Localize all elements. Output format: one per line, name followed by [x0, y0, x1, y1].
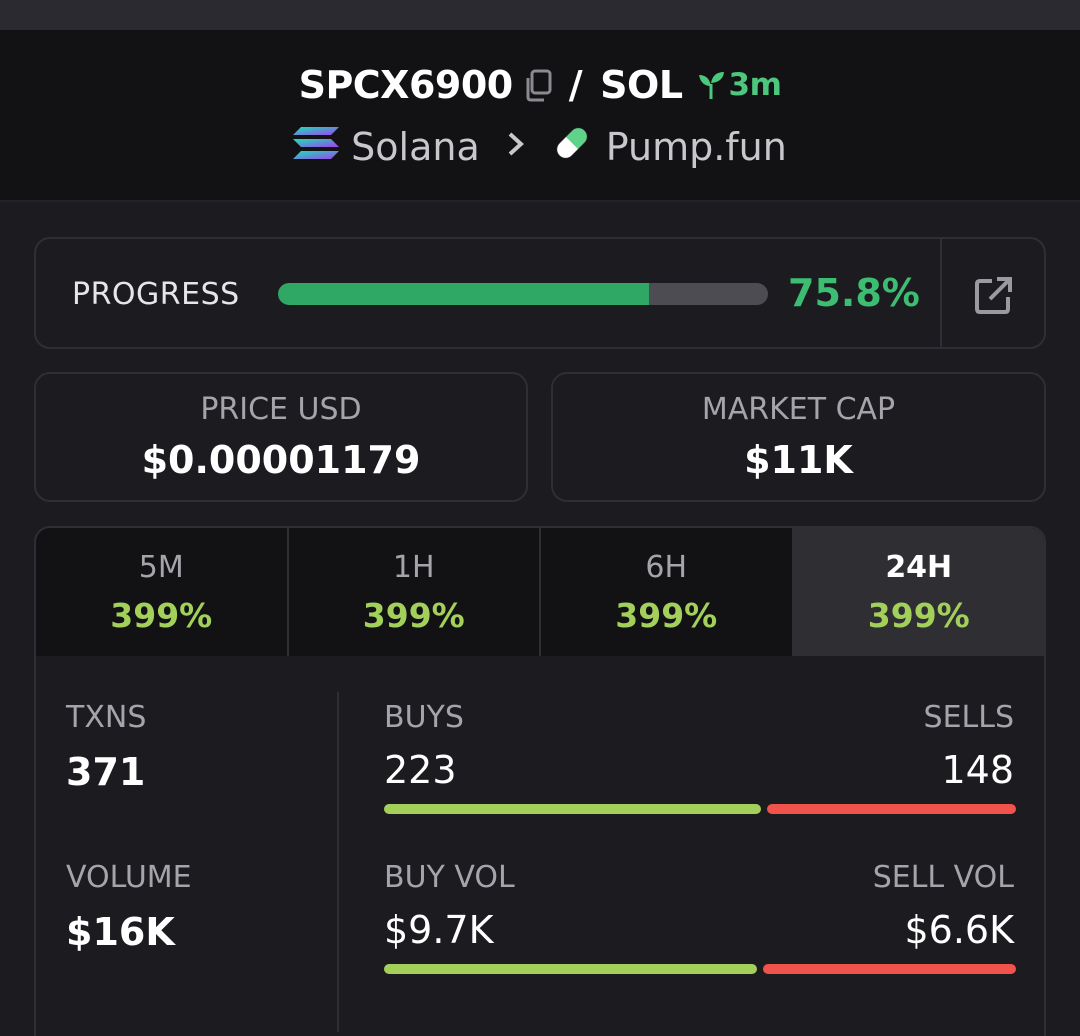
txns-label: TXNS — [66, 700, 147, 735]
pill-icon — [550, 121, 594, 174]
seedling-icon — [698, 72, 724, 99]
tab-5m[interactable]: 5M 399% — [36, 528, 289, 656]
tab-label: 6H — [645, 550, 688, 585]
tab-label: 1H — [392, 550, 435, 585]
market-cap-card: MARKET CAP $11K — [551, 372, 1046, 502]
sell-vol-label: SELL VOL — [872, 860, 1014, 895]
chain-name[interactable]: Solana — [351, 125, 480, 169]
sells-label: SELLS — [923, 700, 1014, 735]
sell-vol-value: $6.6K — [904, 908, 1014, 952]
price-usd-card: PRICE USD $0.00001179 — [34, 372, 528, 502]
pair-separator: / — [568, 63, 583, 107]
chevron-right-icon — [506, 127, 526, 167]
buy-vol-label: BUY VOL — [384, 860, 515, 895]
progress-bar-fill — [278, 283, 650, 305]
transaction-details: TXNS 371 VOLUME $16K BUYS SELLS 223 148 … — [34, 656, 1046, 1036]
progress-bar — [278, 283, 768, 305]
chain-breadcrumb: Solana Pump.fun — [0, 122, 1080, 172]
buys-value: 223 — [384, 748, 457, 792]
buy-vol-bar — [384, 964, 757, 974]
bonding-progress-card: PROGRESS 75.8% — [34, 237, 1046, 349]
sell-vol-bar — [763, 964, 1016, 974]
volume-value: $16K — [66, 910, 175, 954]
sells-value: 148 — [941, 748, 1014, 792]
copy-icon[interactable] — [523, 68, 553, 102]
market-cap-label: MARKET CAP — [701, 392, 896, 427]
top-bar — [0, 0, 1080, 30]
tab-change: 399% — [110, 596, 213, 635]
sells-bar — [767, 804, 1016, 814]
txns-value: 371 — [66, 750, 146, 794]
dex-name[interactable]: Pump.fun — [605, 125, 787, 169]
tab-change: 399% — [867, 596, 970, 635]
divider — [940, 239, 942, 347]
buys-label: BUYS — [384, 700, 464, 735]
tab-6h[interactable]: 6H 399% — [541, 528, 794, 656]
divider — [337, 692, 339, 1032]
tab-label: 24H — [885, 550, 953, 585]
price-label: PRICE USD — [200, 392, 362, 427]
tab-24h[interactable]: 24H 399% — [793, 528, 1044, 656]
token-symbol: SPCX6900 — [298, 63, 514, 107]
price-value: $0.00001179 — [141, 438, 421, 482]
age-text: 3m — [728, 67, 782, 103]
tab-change: 399% — [615, 596, 718, 635]
progress-value: 75.8% — [788, 271, 920, 315]
solana-icon — [293, 125, 340, 170]
tab-change: 399% — [362, 596, 465, 635]
pair-header: SPCX6900 / SOL 3m — [0, 30, 1080, 202]
tab-1h[interactable]: 1H 399% — [289, 528, 541, 656]
pair-title: SPCX6900 / SOL 3m — [0, 60, 1080, 110]
quote-symbol: SOL — [600, 63, 683, 107]
volume-label: VOLUME — [66, 860, 192, 895]
pair-age: 3m — [697, 67, 782, 103]
tab-label: 5M — [138, 550, 184, 585]
progress-label: PROGRESS — [72, 277, 240, 312]
market-cap-value: $11K — [744, 438, 853, 482]
buy-vol-value: $9.7K — [384, 908, 494, 952]
buys-bar — [384, 804, 761, 814]
external-link-icon[interactable] — [974, 275, 1014, 315]
timeframe-tabs: 5M 399% 1H 399% 6H 399% 24H 399% — [34, 526, 1046, 658]
